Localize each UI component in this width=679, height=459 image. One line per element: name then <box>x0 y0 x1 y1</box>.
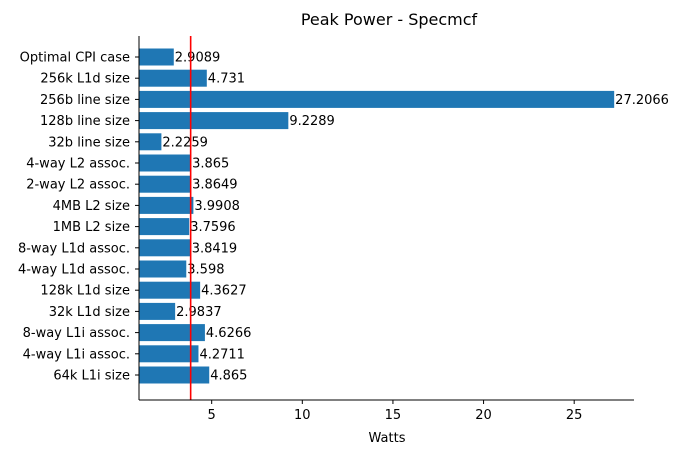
y-tick-label: 64k L1i size <box>53 369 130 384</box>
bar <box>139 260 187 278</box>
x-axis-label: Watts <box>369 431 406 446</box>
bar <box>139 133 162 151</box>
bar-value-label: 3.9908 <box>194 199 240 214</box>
bar <box>139 281 201 299</box>
y-tick-label: Optimal CPI case <box>20 51 130 66</box>
bar-value-label: 4.6266 <box>206 326 252 341</box>
bar <box>139 112 289 130</box>
bar-value-label: 3.8419 <box>192 241 238 256</box>
bar <box>139 239 191 257</box>
y-tick-label: 32b line size <box>48 135 130 150</box>
bar <box>139 366 210 384</box>
y-tick-label: 4-way L2 assoc. <box>26 157 130 172</box>
y-tick-label: 1MB L2 size <box>53 220 130 235</box>
bar <box>139 324 205 342</box>
bar-value-label: 4.865 <box>210 369 247 384</box>
bar <box>139 218 190 236</box>
bar <box>139 175 192 193</box>
bar <box>139 345 199 363</box>
y-tick-label: 8-way L1d assoc. <box>18 241 130 256</box>
bar-value-label: 9.2289 <box>289 114 335 129</box>
y-tick-label: 128k L1d size <box>40 284 130 299</box>
y-tick-label: 128b line size <box>40 114 130 129</box>
y-tick-label: 256b line size <box>40 93 130 108</box>
bar-value-label: 3.598 <box>187 263 224 278</box>
bars-layer <box>139 48 615 384</box>
bar-value-label: 27.2066 <box>615 93 669 108</box>
bar <box>139 69 207 87</box>
y-tick-label: 4-way L1i assoc. <box>23 347 130 362</box>
y-tick-label: 4-way L1d assoc. <box>18 263 130 278</box>
y-tick-label: 4MB L2 size <box>53 199 130 214</box>
y-ticks-layer: Optimal CPI case 256k L1d size 256b line s… <box>18 51 139 384</box>
bar <box>139 196 194 214</box>
bar-value-label: 3.7596 <box>190 220 236 235</box>
x-ticks-layer: 5 10 15 20 25 <box>208 400 583 423</box>
value-labels-layer: 2.9089 4.731 27.2066 9.2289 2.2259 3.865 3.864… <box>162 51 669 384</box>
y-tick-label: 2-way L2 assoc. <box>26 178 130 193</box>
x-tick-label: 20 <box>475 408 492 423</box>
bar <box>139 48 174 66</box>
x-tick-label: 15 <box>385 408 402 423</box>
bar <box>139 90 615 108</box>
bar-value-label: 3.8649 <box>192 178 238 193</box>
x-tick-label: 5 <box>208 408 216 423</box>
chart-title: Peak Power - Specmcf <box>301 10 478 29</box>
y-tick-label: 8-way L1i assoc. <box>23 326 130 341</box>
bar-value-label: 4.731 <box>208 72 245 87</box>
x-tick-label: 25 <box>566 408 583 423</box>
bar-value-label: 2.9089 <box>175 51 221 66</box>
x-tick-label: 10 <box>294 408 311 423</box>
y-tick-label: 32k L1d size <box>49 305 130 320</box>
y-tick-label: 256k L1d size <box>40 72 130 87</box>
bar-value-label: 4.2711 <box>199 347 245 362</box>
bar-value-label: 4.3627 <box>201 284 247 299</box>
bar-value-label: 2.9837 <box>176 305 222 320</box>
bar <box>139 154 192 172</box>
bar-value-label: 3.865 <box>192 157 229 172</box>
bar-value-label: 2.2259 <box>162 135 208 150</box>
axes-layer <box>138 36 634 401</box>
bar <box>139 302 176 320</box>
